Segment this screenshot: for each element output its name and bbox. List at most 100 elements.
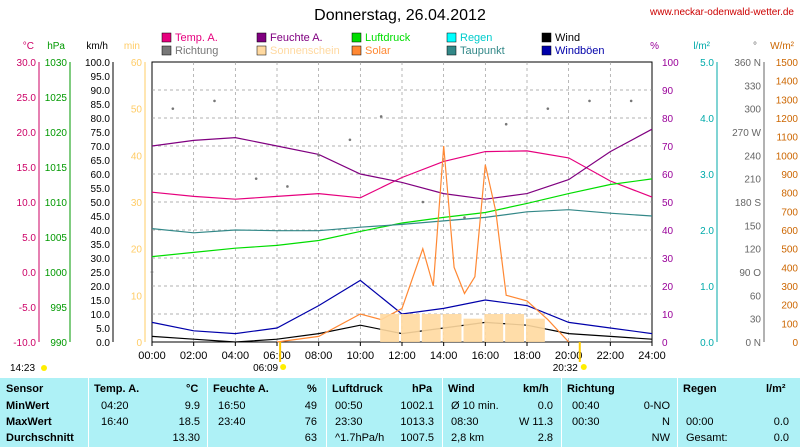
axis-tick-label: 15.0 xyxy=(91,296,111,307)
axis-tick-label: 80.0 xyxy=(91,114,111,125)
legend-swatch xyxy=(161,32,172,43)
axis-unit: l/m² xyxy=(693,41,710,52)
legend-label: Regen xyxy=(460,32,492,44)
axis-tick-label: 1300 xyxy=(776,95,799,106)
legend: Temp. A.Richtung Feuchte A.Sonnenschein Lu… xyxy=(161,32,605,57)
stats-richtung-time: 00:30 xyxy=(572,416,600,428)
axis-tick-label: 25.0 xyxy=(91,268,111,279)
stats-druck-val: 1007.5 xyxy=(400,432,434,444)
axis-tick-label: 90 xyxy=(662,86,674,97)
axis-tick-label: 25.0 xyxy=(17,93,37,104)
axis-tick-label: 10.0 xyxy=(91,310,111,321)
legend-swatch xyxy=(161,45,172,56)
series-temp-a- xyxy=(151,150,653,200)
axis-tick-label: 35.0 xyxy=(91,240,111,251)
sunshine-bar xyxy=(526,318,545,342)
axis-tick-label: 20.0 xyxy=(17,128,37,139)
stats-feuchte-time: 16:50 xyxy=(218,400,246,412)
header-feuchte: Feuchte A. xyxy=(213,383,269,395)
stats-regen-val: 0.0 xyxy=(773,416,789,428)
axis-unit: °C xyxy=(23,41,34,52)
stats-richtung-val: 0-NO xyxy=(643,400,670,412)
time-markers: 06:09 20:32 14:23 xyxy=(10,342,587,374)
direction-point xyxy=(504,122,508,126)
axis-tick-label: 0.0 xyxy=(700,338,714,349)
axis-tick-label: 85.0 xyxy=(91,100,111,111)
axis-tick-label: -10.0 xyxy=(13,338,36,349)
stats-druck-time: 00:50 xyxy=(335,400,363,412)
x-tick-label: 06:00 xyxy=(263,350,291,362)
axis-tick-label: 30 xyxy=(131,198,143,209)
axis-tick-label: 10.0 xyxy=(17,198,37,209)
direction-point xyxy=(629,99,633,103)
stats-richtung-val: NW xyxy=(651,432,670,444)
axis-unit: min xyxy=(124,41,140,52)
sunshine-bar xyxy=(401,314,420,342)
axis-tick-label: 700 xyxy=(781,207,798,218)
axis-tick-label: 100 xyxy=(781,319,798,330)
direction-point xyxy=(546,107,550,110)
axis-tick-label: 80 xyxy=(662,114,674,125)
weather-chart: Donnerstag, 26.04.2012 www.neckar-odenwa… xyxy=(10,7,799,374)
stats-temp-val: 9.9 xyxy=(184,400,200,412)
axis-tick-label: 40.0 xyxy=(91,226,111,237)
legend-label: Sonnenschein xyxy=(270,45,340,57)
axis-tick-label: 60 xyxy=(131,58,143,69)
stats-feuchte-val: 63 xyxy=(304,432,317,444)
axis-unit: km/h xyxy=(86,41,108,52)
axes: °C 30.0 25.0 20.0 15.0 10.0 5.0 0.0 -5.0 -10.0 hPa… xyxy=(13,41,799,349)
axis-tick-label: 330 xyxy=(744,81,761,92)
axis-tick-label: 1400 xyxy=(776,77,799,88)
stats-label: Durchschnitt xyxy=(6,432,74,444)
axis-tick-label: 50 xyxy=(662,198,674,209)
axis-tick-label: 270 W xyxy=(732,128,761,139)
series-luftdruck xyxy=(151,178,653,258)
stats-wind-time: Ø 10 min. xyxy=(451,400,499,412)
sunshine-bar xyxy=(505,314,524,342)
axis-unit: W/m² xyxy=(770,41,795,52)
grid xyxy=(152,62,652,342)
axis-tick-label: 50.0 xyxy=(91,198,111,209)
sunrise-label: 06:09 xyxy=(253,363,278,374)
axis-tick-label: 100.0 xyxy=(85,58,110,69)
x-tick-label: 24:00 xyxy=(638,350,666,362)
axis-tick-label: 15.0 xyxy=(17,163,37,174)
legend-label: Luftdruck xyxy=(365,32,411,44)
axis-tick-label: 995 xyxy=(50,303,67,314)
sunset-icon xyxy=(580,364,587,370)
website-label: www.neckar-odenwald-wetter.de xyxy=(649,7,794,18)
sunrise-icon xyxy=(280,364,287,370)
stats-druck-val: 1013.3 xyxy=(400,416,434,428)
direction-point xyxy=(213,99,216,103)
header-temp-unit: °C xyxy=(186,383,199,395)
stats-wind-val: 2.8 xyxy=(537,432,553,444)
direction-point xyxy=(317,154,320,157)
axis-tick-label: 45.0 xyxy=(91,212,111,223)
x-tick-label: 04:00 xyxy=(222,350,250,362)
series-feuchte-a- xyxy=(151,128,653,200)
legend-label: Solar xyxy=(365,45,391,57)
axis-tick-label: 1100 xyxy=(776,133,798,144)
axis-tick-label: 300 xyxy=(744,105,761,116)
axis-unit: % xyxy=(650,41,659,52)
legend-swatch xyxy=(351,32,362,43)
axis-unit: hPa xyxy=(47,41,65,52)
direction-point xyxy=(463,216,466,219)
axis-tick-label: 150 xyxy=(744,221,761,232)
stats-druck-val: 1002.1 xyxy=(400,400,434,412)
stats-feuchte-time: 23:40 xyxy=(218,416,246,428)
axis-tick-label: 10 xyxy=(662,310,674,321)
axis-tick-label: 5.0 xyxy=(96,324,110,335)
axis-tick-label: 360 N xyxy=(734,58,761,69)
legend-swatch xyxy=(541,45,552,56)
axis-tick-label: 0 xyxy=(136,338,142,349)
stats-regen-time: Gesamt: xyxy=(686,432,728,444)
stats-feuchte-val: 49 xyxy=(304,400,317,412)
axis-tick-label: 30.0 xyxy=(91,254,111,265)
x-tick-label: 08:00 xyxy=(305,350,333,362)
legend-swatch xyxy=(446,45,457,56)
stats-label: MaxWert xyxy=(6,416,52,428)
axis-tick-label: 990 xyxy=(50,338,67,349)
stats-temp-val: 13.30 xyxy=(172,432,200,444)
legend-label: Wind xyxy=(555,32,580,44)
